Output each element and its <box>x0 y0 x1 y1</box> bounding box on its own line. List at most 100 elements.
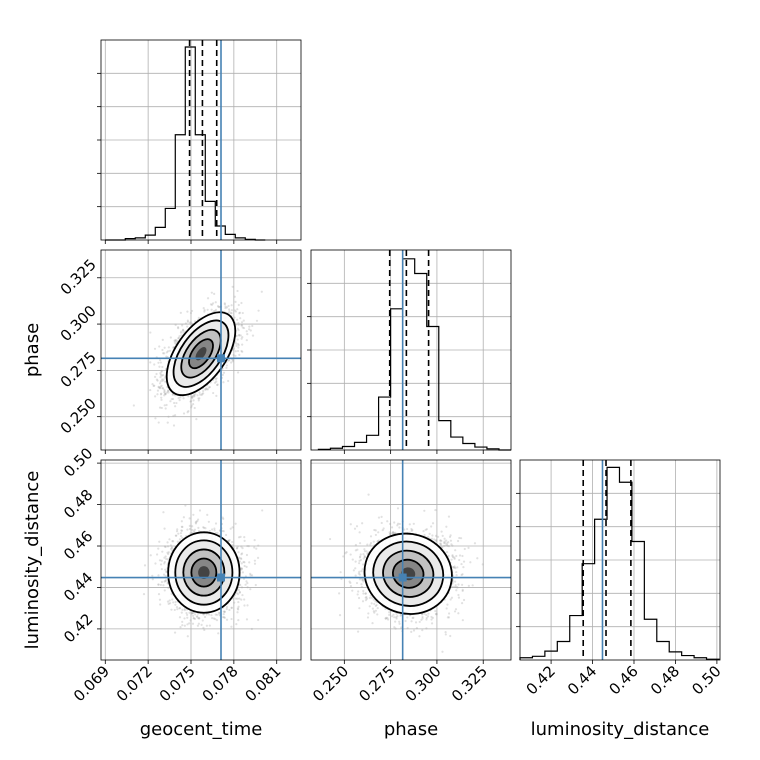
sample-point <box>159 583 162 587</box>
sample-point <box>234 350 237 353</box>
sample-point <box>192 399 195 402</box>
sample-point <box>160 374 163 377</box>
sample-point <box>166 421 169 424</box>
sample-point <box>216 383 219 387</box>
sample-point <box>160 580 164 584</box>
sample-point <box>204 527 207 530</box>
sample-point <box>202 307 205 310</box>
sample-point <box>151 382 154 386</box>
sample-point <box>156 389 160 392</box>
sample-point <box>245 580 248 583</box>
sample-point <box>191 528 194 532</box>
sample-point <box>186 319 189 322</box>
sample-point <box>237 322 240 325</box>
sample-point <box>225 364 229 367</box>
sample-point <box>237 608 240 611</box>
sample-point <box>186 623 189 626</box>
sample-point <box>238 334 241 337</box>
histogram-step <box>105 46 266 241</box>
sample-point <box>193 406 196 410</box>
sample-point <box>215 394 218 397</box>
sample-point <box>224 533 228 537</box>
sample-point <box>218 613 221 616</box>
sample-point <box>157 547 160 550</box>
sample-point <box>163 560 166 564</box>
sample-point <box>223 610 226 613</box>
sample-point <box>178 538 182 541</box>
histogram-bar <box>607 467 619 660</box>
histogram-bar <box>669 652 681 660</box>
sample-point <box>179 531 183 535</box>
sample-point <box>214 301 217 304</box>
sample-point <box>165 351 168 354</box>
sample-point <box>248 328 251 331</box>
sample-point <box>242 319 245 322</box>
sample-point <box>153 375 157 379</box>
sample-point <box>158 365 161 368</box>
sample-point <box>208 529 211 533</box>
sample-point <box>177 397 180 400</box>
sample-point <box>208 624 211 627</box>
sample-point <box>191 396 194 399</box>
contour-line <box>172 319 230 388</box>
sample-point <box>193 395 196 398</box>
sample-point <box>245 565 248 568</box>
sample-point <box>234 354 237 357</box>
sample-point <box>164 568 167 571</box>
sample-point <box>170 546 173 549</box>
sample-point <box>157 583 160 586</box>
truth-marker <box>217 354 225 363</box>
sample-point <box>235 547 239 550</box>
sample-point <box>154 562 157 565</box>
sample-point <box>167 551 170 554</box>
sample-point <box>154 417 157 420</box>
sample-point <box>245 330 248 333</box>
sample-point <box>166 600 170 603</box>
sample-point <box>162 573 166 576</box>
sample-point <box>177 337 180 340</box>
sample-point <box>197 316 200 319</box>
sample-point <box>155 372 158 376</box>
histogram-step <box>519 466 720 660</box>
sample-point <box>197 397 200 400</box>
sample-point <box>163 556 166 559</box>
sample-point <box>249 572 252 575</box>
sample-point <box>240 321 244 324</box>
sample-point <box>232 353 235 357</box>
sample-point <box>186 310 189 313</box>
sample-point <box>237 329 240 332</box>
histogram-bar <box>644 619 656 660</box>
sample-point <box>196 615 199 618</box>
sample-point <box>200 393 203 397</box>
sample-point <box>214 522 218 525</box>
sample-point <box>194 613 197 616</box>
sample-point <box>163 346 166 349</box>
sample-point <box>163 388 166 392</box>
sample-point <box>163 391 166 394</box>
sample-point <box>157 361 160 364</box>
sample-point <box>173 341 176 344</box>
histogram-bar <box>463 444 475 450</box>
sample-point <box>162 584 165 587</box>
sample-point <box>243 561 246 564</box>
grid-lines <box>311 250 511 450</box>
sample-point <box>237 303 240 307</box>
sample-point <box>243 598 246 601</box>
sample-point <box>222 517 225 521</box>
sample-point <box>247 545 250 548</box>
sample-point <box>202 626 205 629</box>
sample-point <box>179 311 182 314</box>
sample-point <box>192 513 195 516</box>
sample-point <box>159 393 163 396</box>
sample-point <box>202 613 206 616</box>
sample-point <box>240 301 243 305</box>
sample-point <box>211 302 215 305</box>
sample-point <box>190 309 194 313</box>
sample-point <box>205 624 208 627</box>
sample-point <box>178 399 181 402</box>
sample-point <box>235 342 238 345</box>
sample-point <box>214 613 217 616</box>
sample-point <box>179 396 182 399</box>
sample-point <box>155 378 159 381</box>
sample-point <box>170 608 173 611</box>
